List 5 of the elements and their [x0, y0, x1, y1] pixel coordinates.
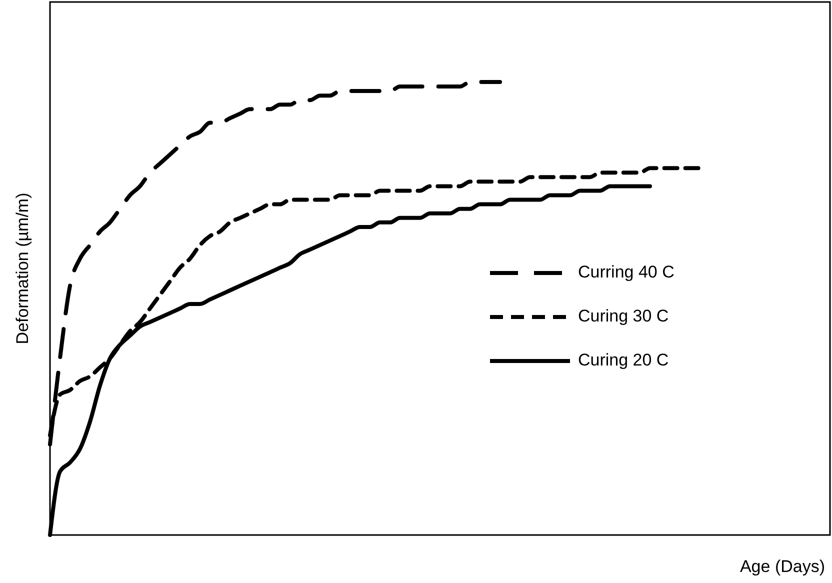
legend-label: Curring 40 C — [578, 262, 674, 282]
y-axis-title: Deformation (µm/m) — [13, 192, 32, 344]
x-axis-title: Age (Days) — [740, 557, 825, 576]
legend-label: Curing 30 C — [578, 306, 669, 326]
legend-label: Curing 20 C — [578, 350, 669, 370]
